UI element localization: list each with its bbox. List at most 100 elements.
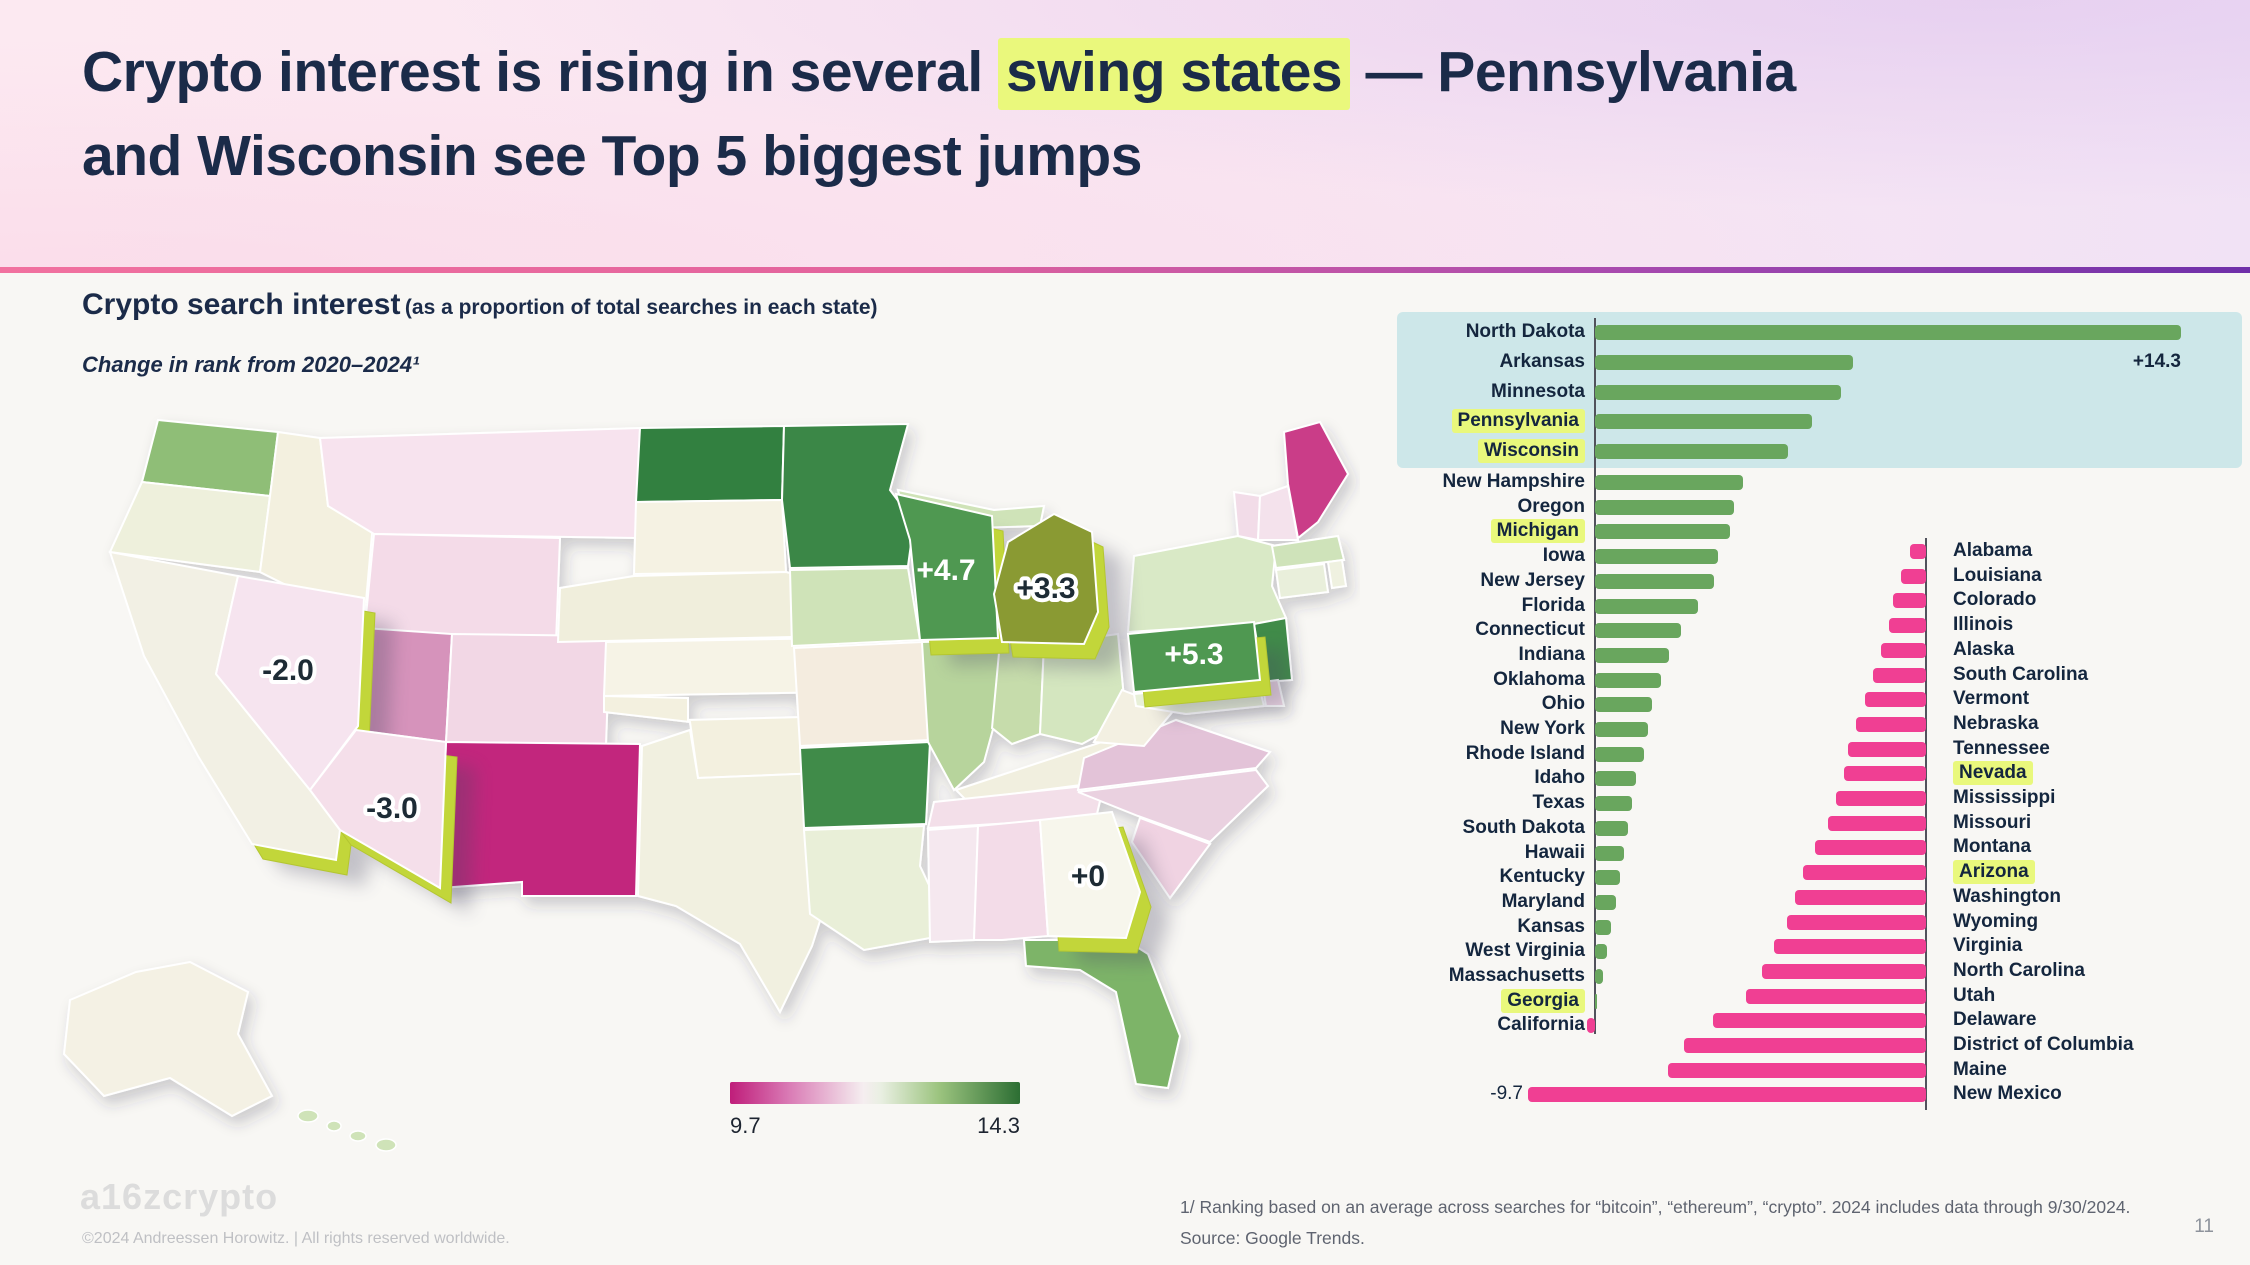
bar-label: Ohio — [1395, 693, 1585, 715]
bar — [1595, 647, 1669, 663]
bar — [1745, 988, 1926, 1004]
slide-header: Crypto interest is rising in several swi… — [0, 0, 2250, 267]
bar — [1595, 870, 1620, 886]
bar-label-text: Maine — [1953, 1058, 2007, 1080]
bar-label: Maine — [1953, 1059, 2243, 1081]
bar-label-text: Kansas — [1517, 915, 1585, 937]
bar-label: Oklahoma — [1395, 669, 1585, 691]
bar-label-text: Ohio — [1541, 693, 1585, 715]
bar — [1889, 618, 1926, 634]
map-callout-MI: +3.3 — [1016, 572, 1075, 605]
footnote-line-1: 1/ Ranking based on an average across se… — [1180, 1197, 2131, 1217]
title-text-line2: and Wisconsin see Top 5 biggest jumps — [82, 124, 1142, 189]
bar-label: Washington — [1953, 886, 2243, 908]
bar-label-text: Missouri — [1953, 811, 2032, 833]
bar-label-text: Louisiana — [1953, 564, 2042, 586]
state-MA — [1270, 534, 1346, 570]
bar-label-text: South Dakota — [1462, 816, 1585, 838]
bar-label-text: North Dakota — [1465, 321, 1585, 342]
bar — [1595, 414, 1813, 430]
chart-subtitle: Change in rank from 2020–2024¹ — [82, 352, 420, 377]
bar — [1712, 1013, 1926, 1029]
bar-label: Minnesota — [1395, 381, 1585, 403]
bar-label-text: California — [1497, 1014, 1585, 1036]
bar — [1595, 722, 1649, 737]
state-NY — [1126, 534, 1288, 634]
bar-label-text: Vermont — [1953, 688, 2030, 710]
bar-label-text: Arkansas — [1499, 350, 1585, 372]
bar — [1595, 796, 1632, 812]
bar-label-text: Pennsylvania — [1451, 409, 1585, 434]
bar-label-text: Indiana — [1518, 643, 1585, 665]
bar — [1595, 325, 2182, 340]
bar-label: Illinois — [1953, 614, 2243, 636]
bar-label: Tennessee — [1953, 738, 2243, 760]
title-text-post: — Pennsylvania — [1350, 40, 1796, 104]
bar — [1794, 889, 1926, 905]
state-NH — [1256, 484, 1300, 541]
bar-label: South Dakota — [1395, 817, 1585, 839]
bar-label-text: Mississippi — [1953, 787, 2056, 808]
bar-label-text: Idaho — [1534, 767, 1585, 789]
bar-label: New Mexico — [1953, 1083, 2243, 1105]
bar-label-text: Rhode Island — [1465, 742, 1585, 764]
max-value-annotation: +14.3 — [2132, 351, 2181, 372]
state-CO — [444, 632, 612, 746]
bar — [1762, 963, 1926, 979]
state-MI — [992, 512, 1100, 646]
bar — [1595, 845, 1624, 861]
state-HI-island-1 — [297, 1109, 319, 1123]
bar-label: Connecticut — [1395, 619, 1585, 641]
bar-label-text: Oregon — [1517, 495, 1585, 517]
chart-heading-suffix: (as a proportion of total searches in ea… — [404, 296, 878, 319]
bar — [1595, 524, 1731, 540]
state-HI-island-4 — [375, 1138, 397, 1152]
bar — [1595, 623, 1682, 639]
bar-label: Massachusetts — [1395, 965, 1585, 987]
state-MO — [792, 640, 932, 748]
bar — [1893, 593, 1926, 609]
bar-label: California — [1395, 1014, 1585, 1036]
bar-label: Rhode Island — [1395, 743, 1585, 765]
bar-label: District of Columbia — [1953, 1034, 2243, 1056]
bar — [1667, 1062, 1926, 1078]
bar — [1835, 791, 1926, 806]
bar-label-text: Hawaii — [1524, 841, 1585, 863]
bar-label-text: Massachusetts — [1448, 965, 1585, 986]
bar — [1880, 642, 1926, 658]
bar-label-text: New Mexico — [1953, 1083, 2062, 1105]
bar-label: Hawaii — [1395, 842, 1585, 864]
bar — [1595, 697, 1653, 713]
footnote-line-2: Source: Google Trends. — [1180, 1227, 1365, 1248]
state-RI — [1326, 558, 1348, 590]
state-AZ — [308, 728, 448, 890]
bar-label-text: Montana — [1953, 836, 2032, 858]
state-GA — [1038, 810, 1142, 940]
bar-label: Pennsylvania — [1395, 409, 1585, 434]
bar-label-text: Maryland — [1501, 890, 1585, 912]
a16zcrypto-logo: a16zcrypto — [80, 1176, 279, 1217]
bar-label: Texas — [1395, 792, 1585, 814]
bar-label-text: Virginia — [1953, 935, 2023, 957]
state-VT — [1232, 490, 1262, 542]
state-ME — [1282, 420, 1350, 540]
bar-label-text: District of Columbia — [1953, 1034, 2134, 1055]
bar-label-text: Connecticut — [1475, 619, 1585, 641]
bar — [1827, 815, 1926, 831]
bar — [1803, 865, 1926, 881]
bar-label-text: Wyoming — [1953, 910, 2039, 932]
bar-label: West Virginia — [1395, 940, 1585, 962]
state-IA — [788, 566, 922, 648]
bar-label-text: Michigan — [1490, 519, 1585, 544]
bar-label: Idaho — [1395, 767, 1585, 789]
bar-label-text: Florida — [1521, 594, 1585, 616]
bar-label: Wyoming — [1953, 911, 2243, 933]
bar-label: New York — [1395, 718, 1585, 740]
bar — [1864, 692, 1926, 708]
bar-label-text: Wisconsin — [1478, 439, 1585, 463]
legend-max-label: 14.3 — [977, 1113, 1020, 1138]
state-MS — [926, 824, 980, 944]
bar — [1595, 549, 1718, 565]
state-AR — [798, 740, 932, 830]
bar-label: Arkansas — [1395, 351, 1585, 373]
